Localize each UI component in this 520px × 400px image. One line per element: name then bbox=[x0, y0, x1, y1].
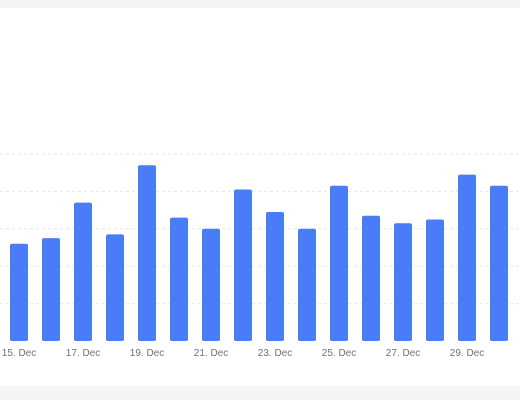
bar-22-dec[interactable] bbox=[234, 189, 252, 341]
bar-19-dec[interactable] bbox=[138, 165, 156, 341]
bar-chart: 15. Dec 17. Dec 19. Dec 21. Dec 23. Dec 25. D… bbox=[0, 153, 520, 359]
bar-18-dec[interactable] bbox=[106, 234, 124, 341]
bar-26-dec[interactable] bbox=[362, 215, 380, 341]
bar-20-dec[interactable] bbox=[170, 217, 188, 341]
bar-17-dec[interactable] bbox=[74, 202, 92, 341]
bar-25-dec[interactable] bbox=[330, 185, 348, 341]
chart-card: 15. Dec 17. Dec 19. Dec 21. Dec 23. Dec 25. D… bbox=[0, 8, 520, 386]
bar-21-dec[interactable] bbox=[202, 228, 220, 341]
bar-27-dec[interactable] bbox=[394, 223, 412, 341]
bar-24-dec[interactable] bbox=[298, 228, 316, 341]
x-tick-label: 25. Dec bbox=[322, 348, 356, 359]
x-tick-label: 23. Dec bbox=[258, 348, 292, 359]
bar-23-dec[interactable] bbox=[266, 211, 284, 341]
bar-16-dec[interactable] bbox=[42, 238, 60, 341]
bar-30-dec[interactable] bbox=[490, 185, 508, 341]
x-tick-label: 21. Dec bbox=[194, 348, 228, 359]
bar-29-dec[interactable] bbox=[458, 174, 476, 341]
bar-15-dec[interactable] bbox=[10, 243, 28, 341]
x-tick-label: 15. Dec bbox=[2, 348, 36, 359]
x-tick-label: 27. Dec bbox=[386, 348, 420, 359]
bar-28-dec[interactable] bbox=[426, 219, 444, 341]
x-tick-label: 29. Dec bbox=[450, 348, 484, 359]
x-tick-label: 17. Dec bbox=[66, 348, 100, 359]
x-tick-label: 19. Dec bbox=[130, 348, 164, 359]
